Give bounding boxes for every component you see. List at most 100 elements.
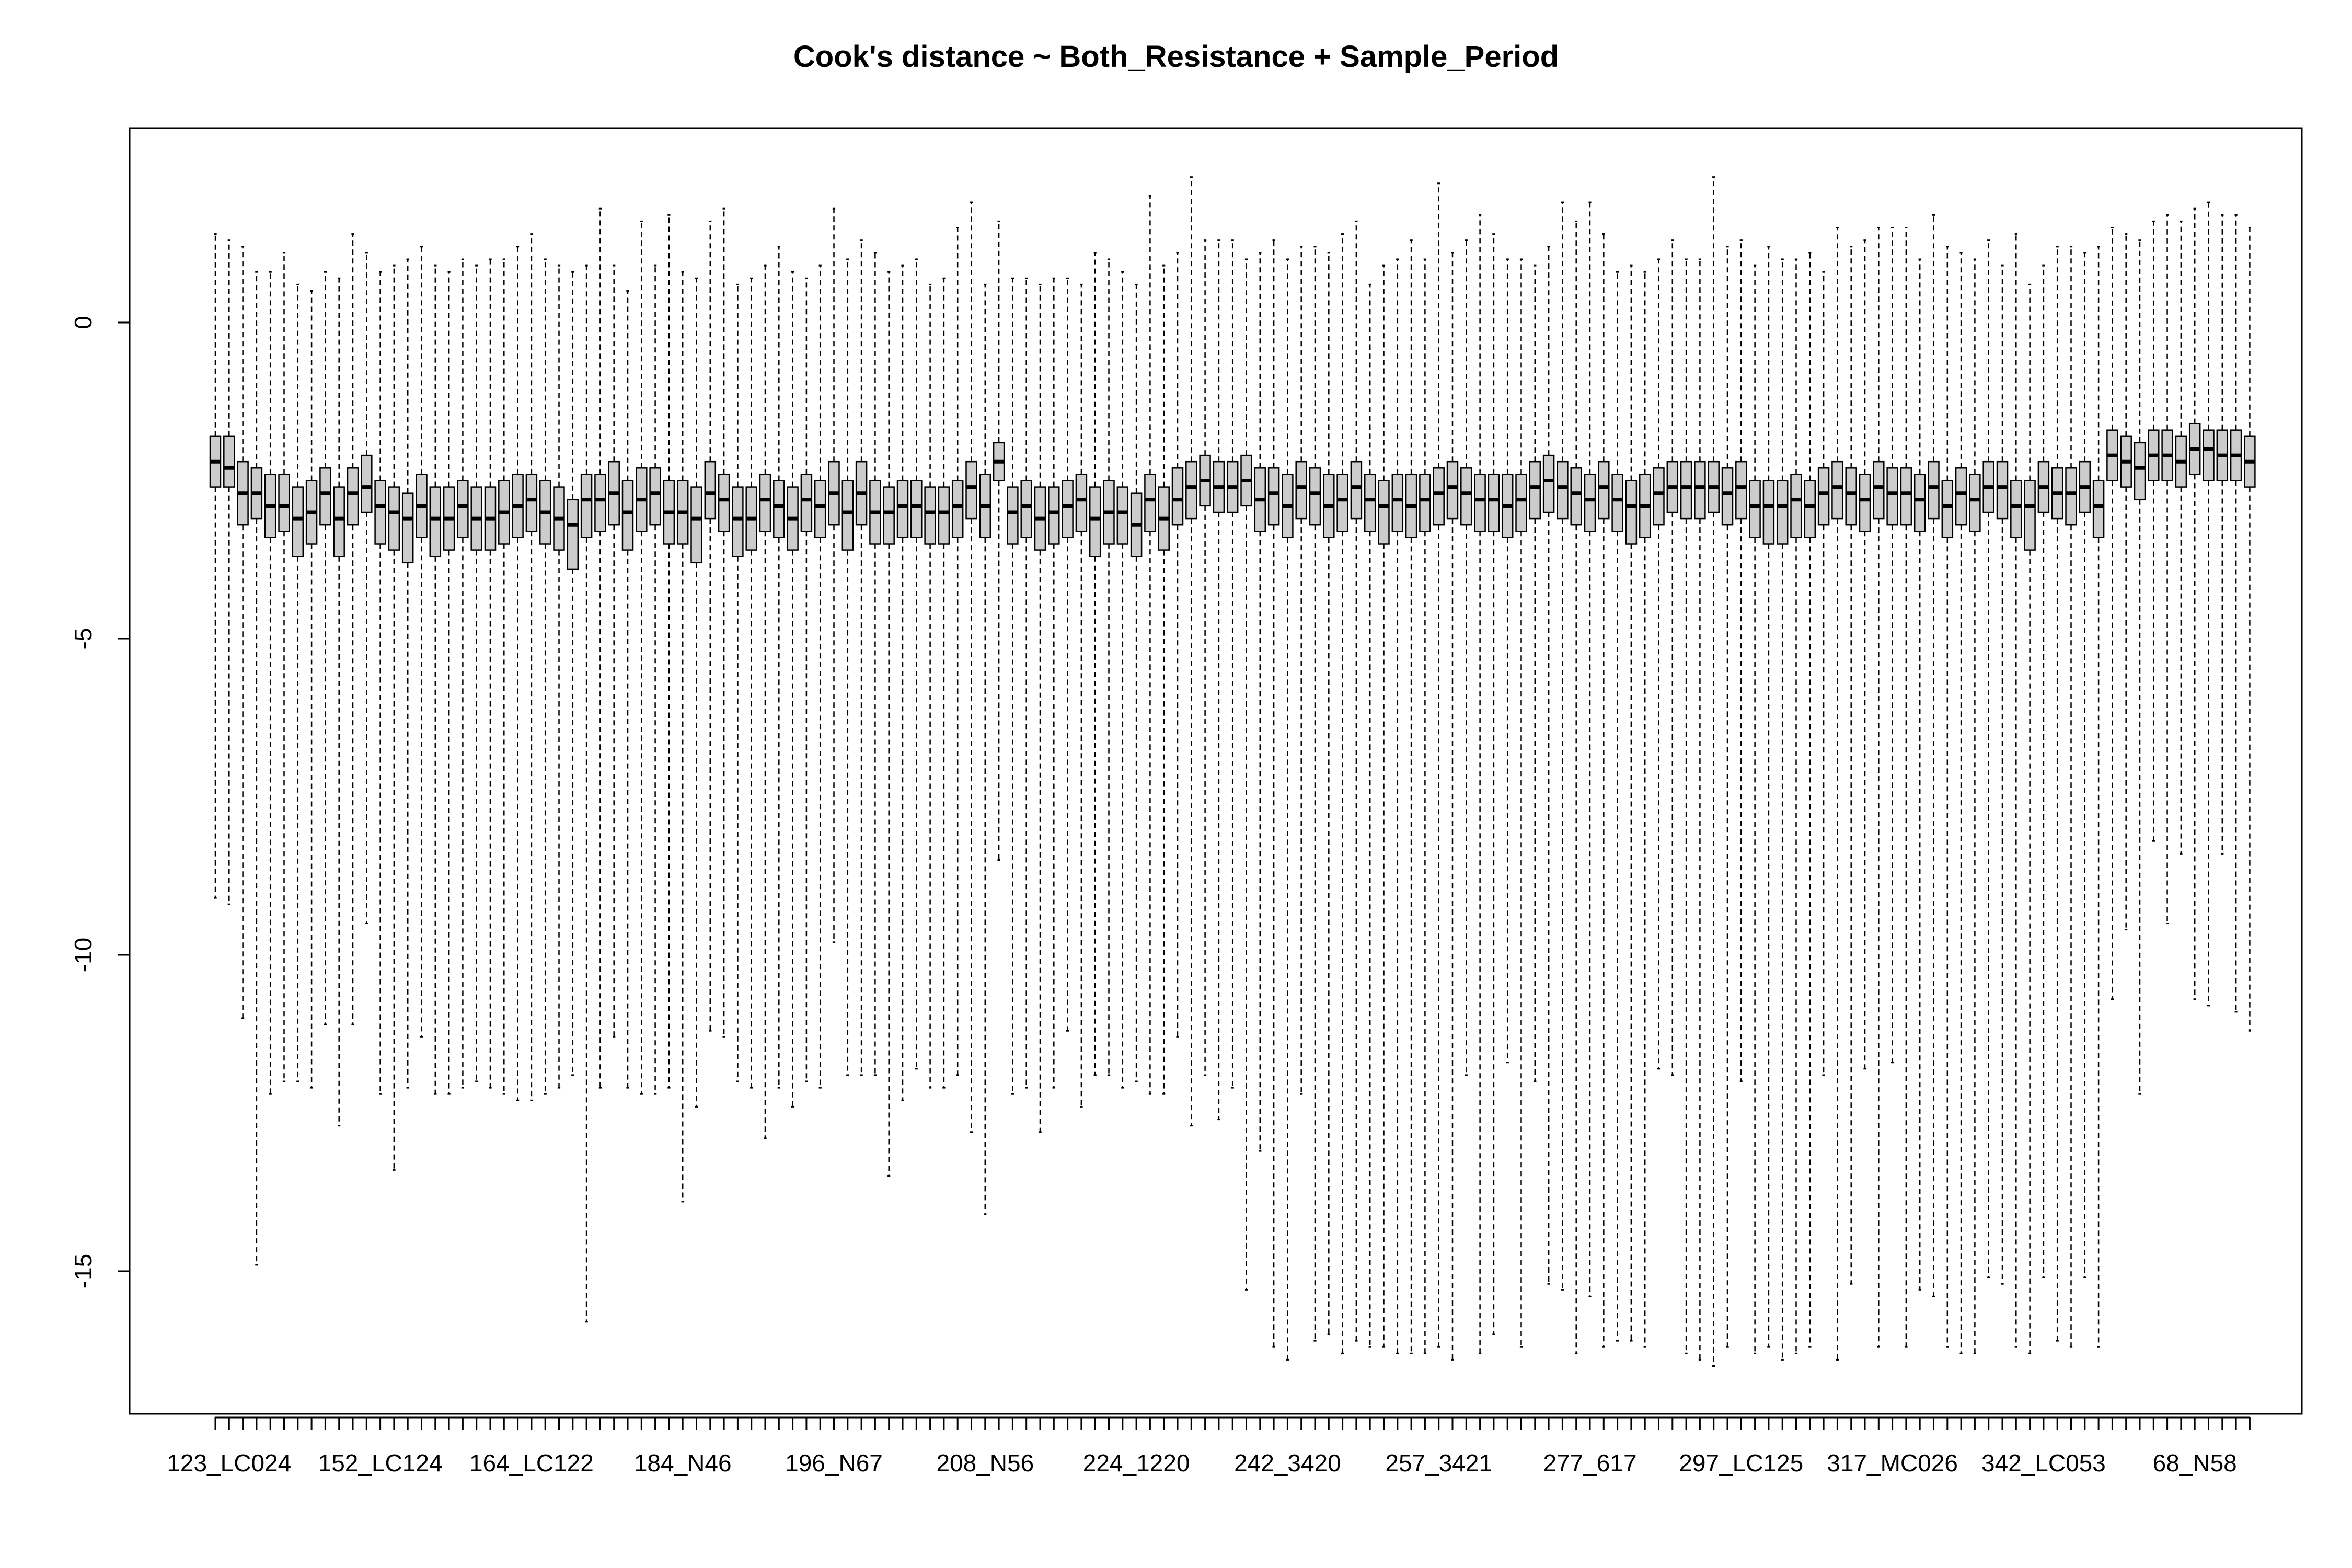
- box-body: [896, 480, 909, 538]
- box-41: [759, 264, 771, 1139]
- x-tick-label: 68_N58: [2153, 1449, 2237, 1477]
- box-body: [1598, 460, 1610, 520]
- box-8: [305, 290, 318, 1089]
- box-body: [1680, 460, 1692, 520]
- box-66: [1103, 258, 1115, 1076]
- y-tick-label: -10: [70, 938, 97, 972]
- box-body: [567, 499, 579, 570]
- box-114: [1762, 246, 1775, 1348]
- box-27: [567, 271, 579, 1076]
- box-body: [1295, 460, 1307, 520]
- box-4: [250, 271, 263, 1266]
- box-body: [1735, 460, 1747, 520]
- box-body: [1955, 467, 1967, 526]
- box-body: [361, 454, 373, 513]
- x-tick-label: 208_N56: [936, 1449, 1034, 1477]
- box-11: [347, 233, 359, 1025]
- box-142: [2148, 220, 2160, 842]
- box-body: [1488, 474, 1500, 532]
- box-131: [1996, 264, 2009, 1285]
- box-28: [580, 264, 593, 1323]
- x-tick-label: 242_3420: [1234, 1449, 1341, 1477]
- box-105: [1639, 271, 1651, 1348]
- box-117: [1804, 252, 1816, 1348]
- box-body: [1144, 474, 1156, 532]
- box-body: [841, 480, 854, 551]
- box-77: [1254, 252, 1266, 1152]
- box-144: [2175, 220, 2187, 855]
- box-126: [1928, 214, 1940, 1297]
- box-129: [1969, 258, 1981, 1354]
- box-body: [704, 460, 717, 520]
- box-60: [1020, 277, 1032, 1089]
- box-16: [416, 246, 428, 1038]
- box-43: [787, 271, 799, 1108]
- box-body: [1557, 460, 1569, 520]
- box-body: [718, 474, 730, 532]
- box-body: [1625, 480, 1638, 545]
- box-38: [718, 207, 730, 1038]
- box-118: [1817, 271, 1830, 1076]
- box-body: [333, 486, 345, 557]
- box-74: [1213, 239, 1225, 1121]
- box-5: [264, 271, 276, 1095]
- box-100: [1570, 220, 1582, 1354]
- box-body: [1364, 474, 1376, 532]
- box-body: [1584, 474, 1596, 532]
- box-25: [539, 258, 551, 1095]
- box-111: [1721, 246, 1734, 1348]
- box-61: [1034, 283, 1046, 1133]
- box-body: [1873, 460, 1885, 520]
- box-49: [869, 252, 881, 1076]
- box-23: [512, 246, 524, 1101]
- box-108: [1680, 258, 1692, 1354]
- box-36: [690, 277, 702, 1108]
- box-50: [883, 271, 895, 1177]
- box-63: [1062, 277, 1074, 1032]
- box-body: [1446, 460, 1459, 520]
- box-37: [704, 220, 717, 1032]
- x-tick-label: 297_LC125: [1679, 1449, 1803, 1477]
- box-body: [1350, 460, 1363, 520]
- x-tick-label: 184_N46: [634, 1449, 732, 1477]
- x-tick-label: 317_MC026: [1827, 1449, 1958, 1477]
- chart-title: Cook's distance ~ Both_Resistance + Samp…: [793, 40, 1559, 74]
- box-94: [1488, 233, 1500, 1335]
- box-79: [1282, 258, 1294, 1361]
- box-139: [2106, 227, 2118, 1000]
- box-121: [1859, 239, 1871, 1070]
- box-body: [1378, 480, 1390, 545]
- box-body: [1941, 480, 1954, 538]
- box-body: [1474, 474, 1486, 532]
- box-102: [1598, 233, 1610, 1348]
- box-68: [1130, 283, 1143, 1082]
- box-40: [745, 277, 757, 1089]
- x-tick-label: 277_617: [1543, 1449, 1636, 1477]
- box-body: [759, 474, 771, 532]
- box-81: [1309, 246, 1321, 1342]
- box-85: [1364, 283, 1376, 1348]
- box-75: [1226, 239, 1239, 1089]
- box-39: [732, 283, 744, 1082]
- box-20: [470, 264, 482, 1082]
- box-body: [1515, 474, 1527, 532]
- box-119: [1831, 227, 1843, 1361]
- box-body: [1762, 480, 1775, 545]
- box-body: [457, 480, 469, 538]
- y-tick-label: 0: [70, 316, 97, 329]
- box-72: [1185, 176, 1197, 1127]
- box-body: [1089, 486, 1101, 557]
- box-32: [636, 220, 648, 1095]
- box-body: [1048, 486, 1060, 545]
- box-134: [2037, 264, 2050, 1278]
- box-80: [1295, 246, 1307, 1095]
- box-body: [1831, 460, 1843, 520]
- box-body: [2024, 480, 2036, 551]
- box-body: [965, 460, 977, 520]
- box-9: [319, 271, 331, 1025]
- box-12: [361, 252, 373, 924]
- box-body: [1969, 474, 1981, 532]
- box-body: [1790, 474, 1802, 538]
- x-tick-label: 342_LC053: [1981, 1449, 2106, 1477]
- box-body: [1570, 467, 1582, 526]
